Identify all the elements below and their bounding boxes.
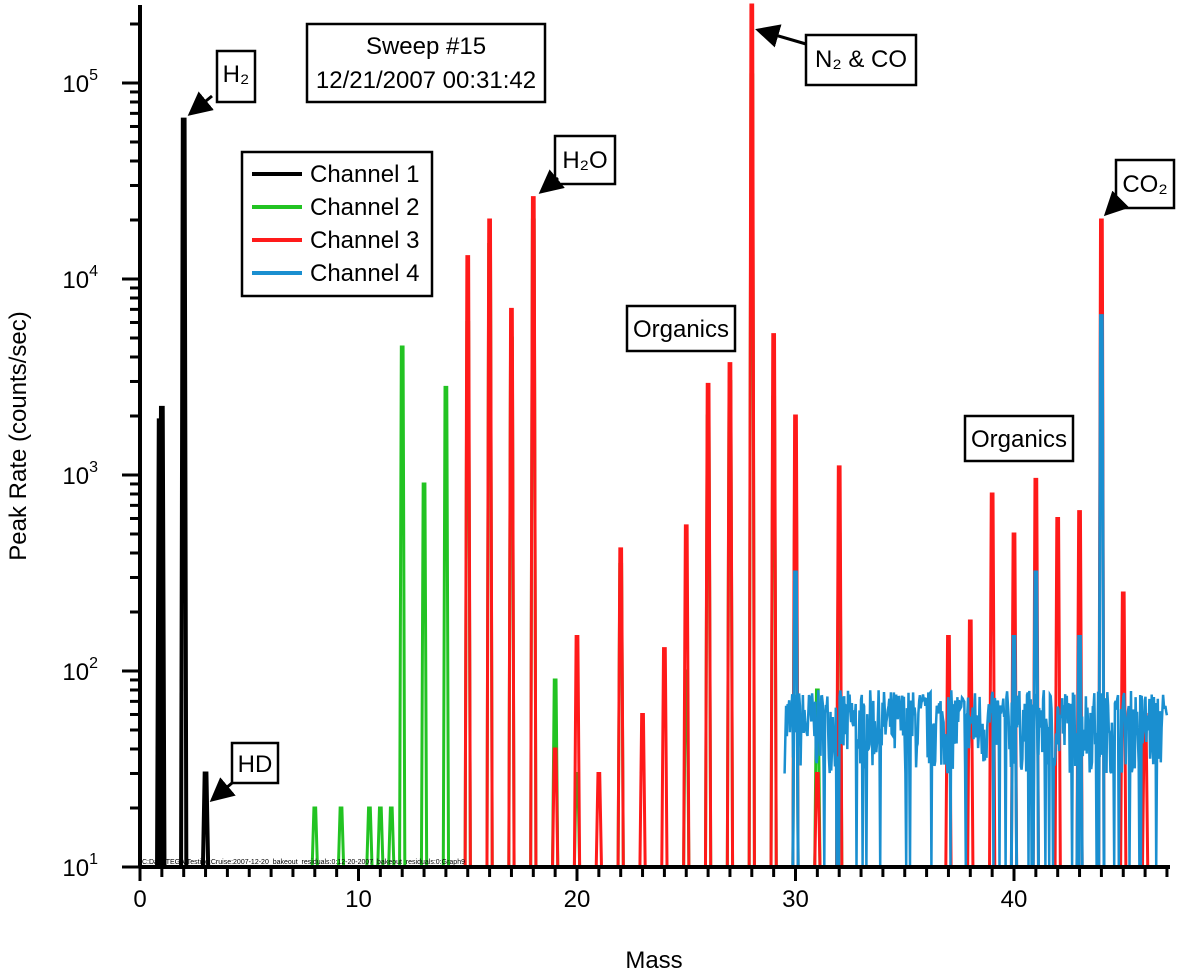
peak-2-3 bbox=[376, 806, 385, 868]
annotation-h2: H₂ bbox=[187, 49, 257, 116]
annotation-hd: HD bbox=[209, 741, 280, 802]
x-axis-label: Mass bbox=[625, 947, 682, 974]
peak-2-6 bbox=[419, 482, 429, 868]
series-3 bbox=[463, 3, 1150, 868]
y-tick-label: 101 bbox=[62, 851, 98, 882]
x-tick-label: 20 bbox=[564, 886, 591, 913]
peak-3-0 bbox=[463, 255, 472, 868]
y-tick-label: 102 bbox=[62, 655, 98, 686]
axes: 0 10 20 30 40 101 102 103 104 105 bbox=[62, 5, 1170, 913]
peak-3-14 bbox=[769, 333, 778, 868]
series-1 bbox=[155, 117, 211, 868]
y-tick-label: 104 bbox=[62, 263, 98, 294]
peak-1-2 bbox=[179, 117, 189, 868]
svg-text:N₂ & CO: N₂ & CO bbox=[815, 46, 907, 73]
title-box: Sweep #15 12/21/2007 00:31:42 bbox=[305, 22, 547, 104]
file-path-label: C:Data:TEGA:Testing:Cruise:2007-12-20_ba… bbox=[142, 859, 465, 866]
svg-text:H₂O: H₂O bbox=[562, 147, 607, 174]
svg-text:Organics: Organics bbox=[971, 426, 1067, 453]
series-4 bbox=[783, 314, 1169, 868]
peak-3-8 bbox=[638, 712, 647, 868]
peak-3-6 bbox=[594, 771, 603, 868]
peak-3-1 bbox=[485, 218, 494, 868]
annotation-h2o: H₂O bbox=[538, 134, 617, 194]
peak-3-2 bbox=[507, 307, 516, 868]
annotation-co2: CO₂ bbox=[1103, 158, 1176, 217]
peak-3-3 bbox=[529, 196, 538, 868]
peak-3-4 bbox=[551, 747, 560, 868]
peak-2-4 bbox=[387, 806, 396, 868]
peak-3-11 bbox=[703, 382, 713, 868]
x-tick-label: 30 bbox=[782, 886, 809, 913]
x-tick-label: 10 bbox=[345, 886, 372, 913]
peak-2-5 bbox=[398, 345, 407, 868]
annotation-organics-2: Organics bbox=[963, 414, 1075, 463]
peak-3-7 bbox=[616, 547, 625, 868]
legend-label-3: Channel 3 bbox=[310, 227, 419, 254]
peak-2-1 bbox=[336, 806, 346, 868]
peak-3-5 bbox=[572, 634, 582, 868]
noise-trace-4 bbox=[783, 688, 1169, 868]
peak-3-20 bbox=[988, 492, 997, 868]
x-tick-label: 40 bbox=[1001, 886, 1028, 913]
svg-text:H₂: H₂ bbox=[223, 61, 250, 88]
annotation-organics-1: Organics bbox=[625, 304, 737, 353]
legend-label-4: Channel 4 bbox=[310, 260, 419, 287]
peak-1-1 bbox=[157, 405, 167, 868]
peak-3-10 bbox=[682, 524, 691, 868]
peak-2-7 bbox=[441, 385, 451, 868]
y-tick-label: 103 bbox=[62, 459, 98, 490]
legend-label-1: Channel 1 bbox=[310, 161, 419, 188]
legend: Channel 1 Channel 2 Channel 3 Channel 4 bbox=[240, 150, 434, 298]
x-tick-label: 0 bbox=[133, 886, 146, 913]
svg-text:HD: HD bbox=[238, 751, 273, 778]
peak-3-13 bbox=[747, 3, 756, 868]
y-axis-label: Peak Rate (counts/sec) bbox=[5, 311, 32, 560]
peak-3-12 bbox=[725, 362, 735, 868]
series-layer bbox=[155, 3, 1169, 868]
peak-3-17 bbox=[835, 465, 844, 868]
peak-4-4 bbox=[1097, 314, 1106, 868]
peak-3-16 bbox=[813, 771, 822, 868]
chart-title: Sweep #15 bbox=[366, 33, 486, 60]
peak-2-2 bbox=[365, 806, 374, 868]
svg-text:CO₂: CO₂ bbox=[1122, 171, 1167, 198]
chart-subtitle: 12/21/2007 00:31:42 bbox=[316, 67, 536, 94]
legend-label-2: Channel 2 bbox=[310, 194, 419, 221]
peak-3-9 bbox=[660, 647, 669, 868]
annotation-n2-co: N₂ & CO bbox=[755, 24, 918, 87]
svg-text:Organics: Organics bbox=[633, 316, 729, 343]
peak-1-3 bbox=[200, 771, 211, 868]
peak-2-0 bbox=[310, 806, 319, 868]
peak-3-23 bbox=[1053, 516, 1062, 868]
y-tick-label: 105 bbox=[62, 67, 98, 98]
